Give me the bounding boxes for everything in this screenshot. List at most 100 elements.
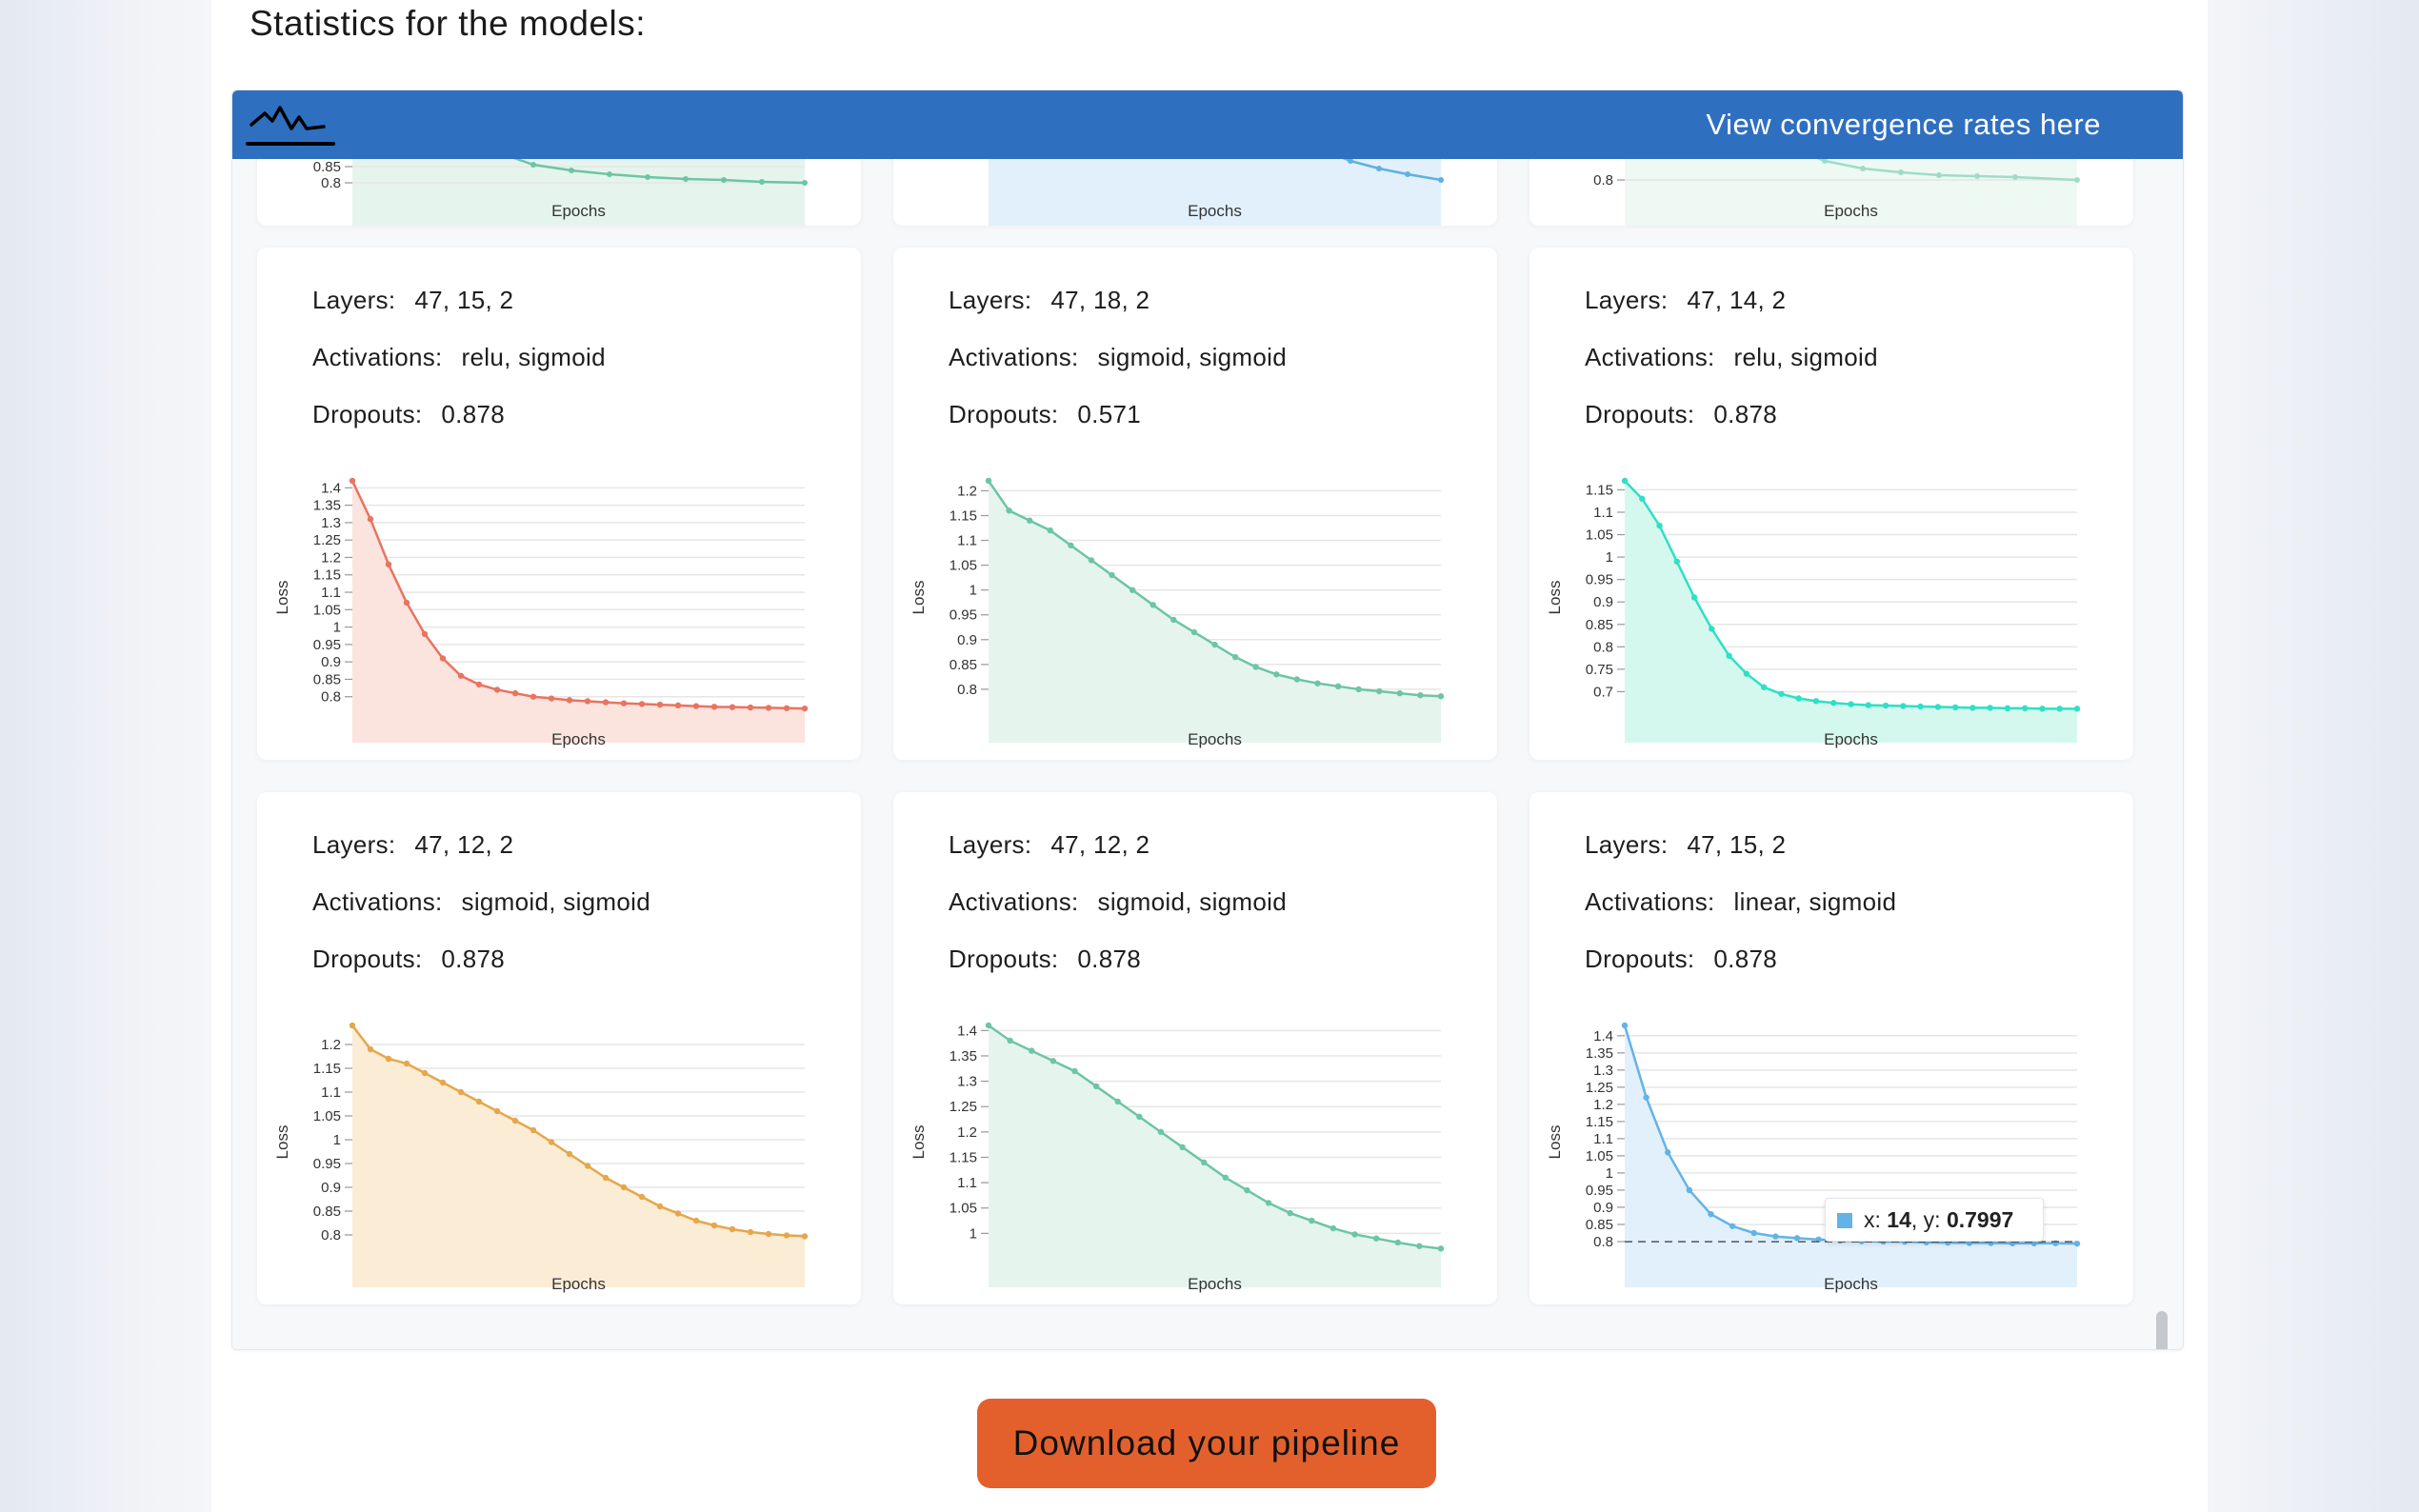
data-point xyxy=(1898,169,1904,175)
loss-area xyxy=(352,1025,805,1287)
data-point xyxy=(1639,495,1646,503)
download-pipeline-button[interactable]: Download your pipeline xyxy=(977,1399,1436,1488)
data-point xyxy=(1772,1233,1779,1240)
data-point xyxy=(2030,1240,2037,1246)
dropouts-row: Dropouts: 0.878 xyxy=(312,400,505,429)
data-point xyxy=(645,174,650,180)
y-tick-label: 1.05 xyxy=(313,602,341,618)
data-point xyxy=(1793,1235,1801,1242)
y-tick-label: 0.9 xyxy=(321,1180,341,1196)
model-card-partial-2: 0.7 Epochs xyxy=(893,159,1497,226)
data-point xyxy=(1709,626,1715,632)
partial-chart-2: 0.7 Epochs xyxy=(957,159,1444,226)
y-tick-label: 1 xyxy=(333,620,341,636)
activations-row: Activations: sigmoid, sigmoid xyxy=(312,887,650,917)
data-point xyxy=(1190,628,1198,636)
layers-row: Layers: 47, 12, 2 xyxy=(949,830,1150,860)
layers-value: 47, 14, 2 xyxy=(1687,286,1787,314)
data-point xyxy=(1900,703,1907,709)
data-point xyxy=(1329,1224,1337,1232)
tooltip-swatch xyxy=(1837,1213,1852,1228)
y-tick-label: 0.95 xyxy=(1586,1183,1613,1199)
data-point xyxy=(1376,687,1383,695)
data-point xyxy=(710,704,718,710)
data-point xyxy=(729,704,736,710)
loss-chart[interactable]: 1.2 1.15 1.1 1.05 1 0.95 0.9 0.85 0.8 Loss Epochs xyxy=(257,792,861,1304)
y-tick-label: 1.4 xyxy=(1593,1028,1613,1044)
data-point xyxy=(511,1117,519,1124)
loss-area xyxy=(1625,481,2077,743)
loss-chart[interactable]: 1.41.351.31.251.21.151.11.0510.950.90.85… xyxy=(1529,792,2133,1304)
x-axis-title: Epochs xyxy=(1188,1275,1242,1293)
partial-chart-3: 0.8 Epochs xyxy=(1593,159,2080,226)
data-point xyxy=(1673,558,1681,566)
loss-area xyxy=(989,159,1441,226)
activations-label: Activations: xyxy=(312,343,443,371)
data-point xyxy=(1437,693,1445,700)
data-point xyxy=(2039,706,2046,712)
data-point xyxy=(1778,690,1785,697)
data-point xyxy=(584,1163,591,1169)
data-point xyxy=(1643,1094,1649,1101)
data-point xyxy=(548,1139,555,1145)
y-tick-label: 0.9 xyxy=(1593,594,1613,610)
data-point xyxy=(2073,706,2081,712)
data-point xyxy=(2021,705,2029,712)
activations-value: sigmoid, sigmoid xyxy=(461,887,650,916)
y-tick-label: 1.1 xyxy=(957,533,977,549)
loss-line xyxy=(351,1025,806,1238)
panel-scrollbar[interactable] xyxy=(2156,1311,2168,1349)
data-point xyxy=(607,171,612,177)
activations-value: sigmoid, sigmoid xyxy=(1097,343,1287,371)
data-point xyxy=(1987,705,1993,711)
data-point xyxy=(1244,1186,1250,1194)
y-tick-label: 1.15 xyxy=(950,507,977,524)
activations-label: Activations: xyxy=(949,343,1079,371)
data-point xyxy=(1157,1128,1165,1136)
loss-chart[interactable]: 1.2 1.15 1.1 1.05 1 0.95 0.9 0.85 0.8 Loss Epochs xyxy=(893,248,1497,760)
data-point xyxy=(1934,704,1942,710)
loss-line xyxy=(988,1024,1442,1250)
data-point xyxy=(1092,1083,1100,1090)
loss-chart[interactable]: 1.41.351.31.251.21.151.11.0510.950.90.85… xyxy=(257,248,861,760)
data-point xyxy=(710,1222,718,1229)
layers-label: Layers: xyxy=(1585,830,1669,859)
data-point xyxy=(530,693,537,700)
y-tick-label: 1.2 xyxy=(321,549,341,566)
data-point xyxy=(801,705,809,712)
data-point xyxy=(1865,702,1871,708)
data-point xyxy=(1830,700,1837,706)
data-point xyxy=(1860,166,1866,171)
loss-chart[interactable]: 1.15 1.1 1.05 1 0.95 0.9 0.85 0.8 0.75 0.7 Loss Epo… xyxy=(1529,248,2133,760)
x-axis-title: Epochs xyxy=(551,202,606,220)
data-point xyxy=(802,180,808,186)
data-point xyxy=(985,1022,992,1029)
loss-area xyxy=(352,481,805,743)
panel-header[interactable]: View convergence rates here xyxy=(232,90,2183,159)
y-tick-label: 1.3 xyxy=(1593,1063,1613,1079)
panel-header-title: View convergence rates here xyxy=(1706,108,2101,141)
data-point xyxy=(1848,701,1854,707)
data-point xyxy=(1951,704,1959,711)
dropouts-label: Dropouts: xyxy=(312,945,423,973)
data-point xyxy=(1355,686,1362,693)
dropouts-value: 0.878 xyxy=(1077,945,1141,973)
data-point xyxy=(1396,689,1404,697)
y-tick-label: 0.8 xyxy=(1593,639,1613,655)
model-card: Layers: 47, 14, 2 Activations: relu, sigmo… xyxy=(1529,248,2133,760)
data-point xyxy=(1211,641,1218,648)
data-point xyxy=(729,1225,736,1233)
data-point xyxy=(1309,1217,1315,1224)
data-point xyxy=(1071,1067,1078,1075)
loss-chart[interactable]: 1.4 1.35 1.3 1.25 1.2 1.15 1.1 1.05 1 Loss Epochs xyxy=(893,792,1497,1304)
loss-area xyxy=(1625,159,2077,226)
data-point xyxy=(403,599,410,607)
data-point xyxy=(692,703,700,709)
activations-value: relu, sigmoid xyxy=(1733,343,1878,371)
data-point xyxy=(1068,542,1074,548)
y-tick-label: 1.1 xyxy=(957,1175,977,1191)
dropouts-label: Dropouts: xyxy=(312,400,423,428)
data-point xyxy=(569,168,574,173)
data-point xyxy=(457,672,465,679)
